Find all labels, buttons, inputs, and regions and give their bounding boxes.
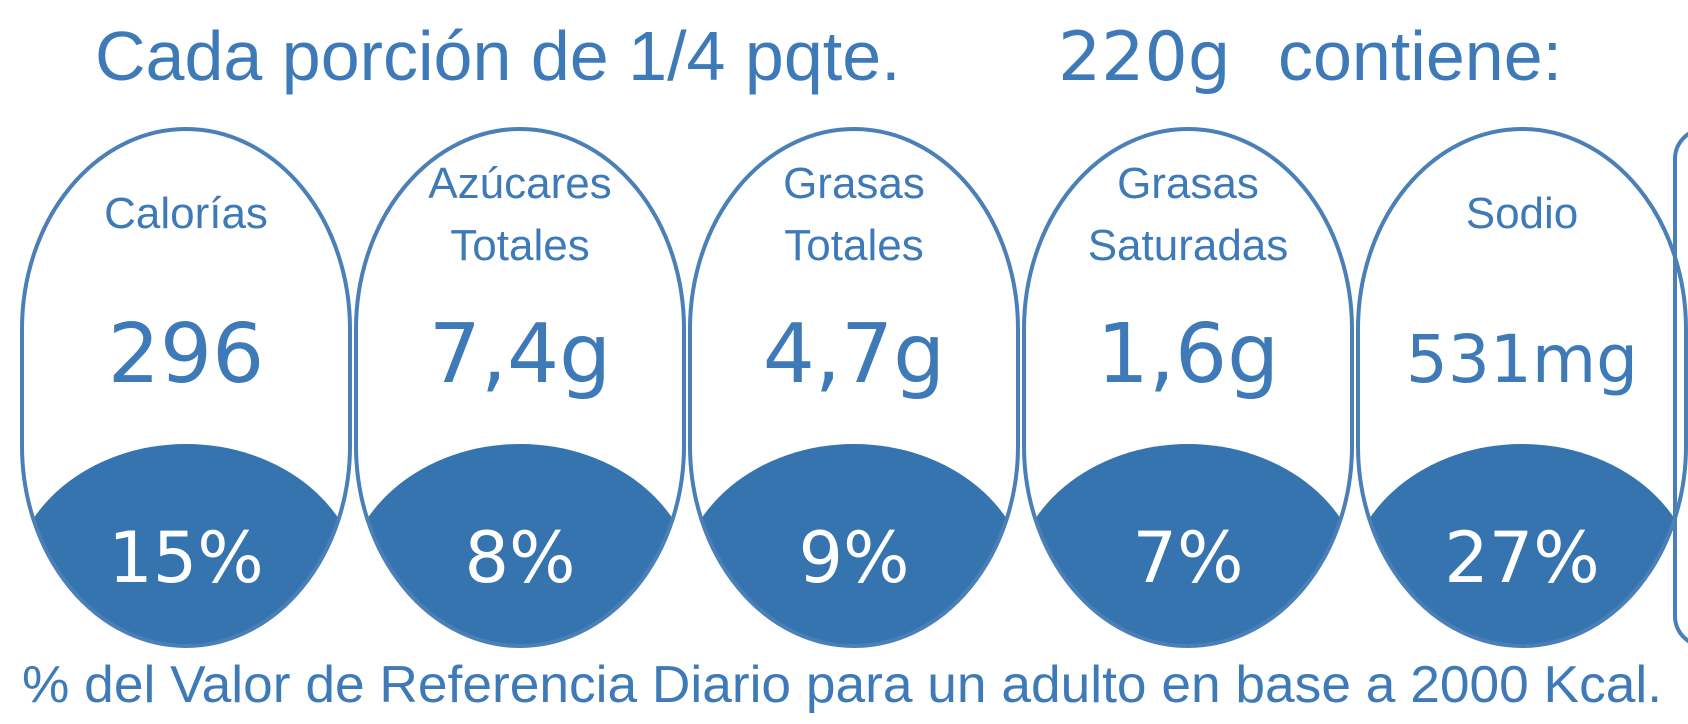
nutrient-label: Saturadas [1088, 221, 1289, 270]
nutrient-label: Sodio [1466, 189, 1579, 238]
percent-fill [356, 444, 684, 646]
items: Calorías 296 15% Azúcares Totales 7,4g 8% Grasa… [20, 127, 1688, 648]
percent-fill [690, 444, 1018, 646]
nutrient-percent: 15% [108, 517, 264, 599]
serving: 220g [1058, 18, 1231, 97]
nutrient-amount: 531mg [1406, 321, 1638, 398]
nutrient-percent: 9% [798, 517, 909, 599]
partial-oval [1673, 131, 1688, 644]
percent-fill [1024, 444, 1352, 646]
nutrient-label: Grasas [783, 159, 925, 208]
badge-outline [354, 127, 686, 648]
nutrient-amount: 296 [108, 307, 265, 402]
footer-note: % del Valor de Referencia Diario para un… [22, 656, 1662, 714]
nutrient-percent: 27% [1444, 517, 1600, 599]
nutrient-badge: Grasas Totales 4,7g 9% [688, 127, 1020, 648]
nutrient-label: Azúcares [428, 159, 611, 208]
percent-fill [22, 444, 350, 646]
title-start: Cada porción de 1/4 pqte. [95, 17, 901, 95]
percent-fill [1358, 444, 1686, 646]
nutrient-label: Totales [784, 221, 923, 270]
nutrient-amount: 1,6g [1097, 307, 1279, 402]
nutrient-label: Calorías [104, 189, 268, 238]
nutrient-badge: Sodio 531mg 27% [1356, 127, 1688, 648]
nutrient-amount: 7,4g [429, 307, 611, 402]
nutrient-percent: 8% [464, 517, 575, 599]
badge-outline [20, 127, 352, 648]
nutrient-badge: Calorías 296 15% [20, 127, 352, 648]
badge-outline [1022, 127, 1354, 648]
nutrient-badge: Azúcares Totales 7,4g 8% [354, 127, 686, 648]
nutrient-badge: Grasas Saturadas 1,6g 7% [1022, 127, 1354, 648]
nutrient-amount: 4,7g [763, 307, 945, 402]
badge-outline [688, 127, 1020, 648]
badge-outline [1356, 127, 1688, 648]
nutrient-label: Grasas [1117, 159, 1259, 208]
title-end: contiene: [1278, 17, 1562, 95]
nutrient-percent: 7% [1132, 517, 1243, 599]
nutrient-label: Totales [450, 221, 589, 270]
